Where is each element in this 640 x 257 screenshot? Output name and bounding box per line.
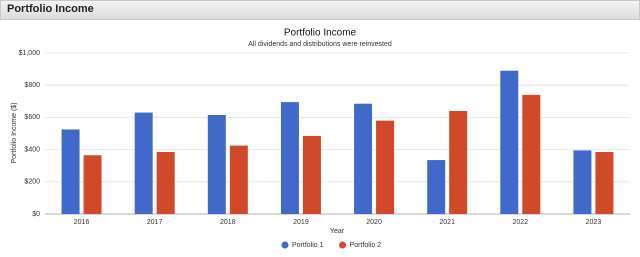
- y-tick-label: $400: [24, 146, 40, 153]
- bar: [302, 135, 321, 214]
- x-tick-label: 2019: [293, 219, 309, 226]
- chart-subtitle: All dividends and distributions were rei…: [248, 41, 392, 48]
- chart: Portfolio Income All dividends and distr…: [11, 28, 630, 249]
- bar: [354, 103, 373, 214]
- bar: [61, 129, 80, 214]
- bar: [500, 70, 519, 215]
- y-tick-label: $600: [24, 114, 40, 121]
- header-bar: Portfolio Income: [0, 0, 640, 20]
- bar: [427, 160, 446, 214]
- x-tick-label: 2017: [147, 219, 163, 226]
- bar: [83, 155, 102, 214]
- x-tick-label: 2018: [220, 219, 236, 226]
- y-tick-label: $200: [24, 179, 40, 186]
- bar: [522, 94, 541, 214]
- y-tick-label: $800: [24, 82, 40, 89]
- y-tick-label: $1,000: [19, 50, 41, 57]
- bar: [207, 114, 226, 214]
- bar: [134, 112, 153, 214]
- x-tick-label: 2020: [366, 219, 382, 226]
- bar: [156, 152, 175, 214]
- x-tick-label: 2022: [513, 219, 529, 226]
- y-tick-label: $0: [32, 211, 40, 218]
- chart-title: Portfolio Income: [284, 28, 357, 39]
- y-axis-label: Portfolio Income ($): [11, 102, 18, 163]
- legend-label: Portfolio 2: [350, 242, 382, 249]
- bar: [573, 150, 592, 214]
- legend-marker: [281, 241, 289, 249]
- x-axis-label: Year: [330, 228, 345, 235]
- legend-marker: [339, 241, 347, 249]
- bar: [376, 120, 395, 214]
- header-title: Portfolio Income: [7, 3, 94, 15]
- x-tick-label: 2021: [439, 219, 455, 226]
- bar: [280, 102, 299, 214]
- bar: [229, 145, 248, 214]
- bar: [449, 110, 468, 214]
- x-tick-label: 2023: [586, 219, 602, 226]
- x-tick-label: 2016: [74, 219, 90, 226]
- legend-label: Portfolio 1: [292, 242, 324, 249]
- bar: [595, 152, 614, 214]
